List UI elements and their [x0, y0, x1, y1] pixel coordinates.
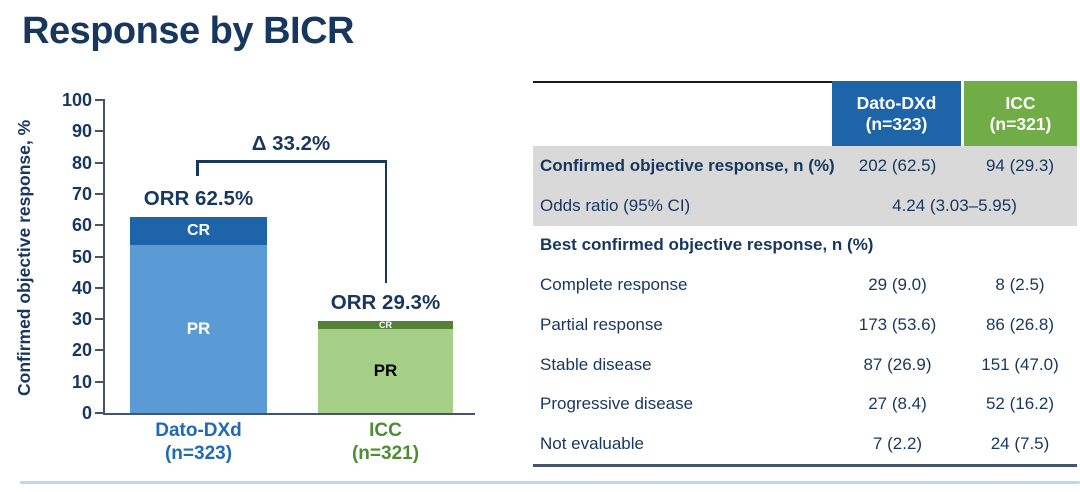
delta-label: Δ 33.2% [251, 132, 331, 155]
table-row: Not evaluable 7 (2.2) 24 (7.5) [533, 424, 1077, 464]
table-cell-dato: 173 (53.6) [858, 314, 937, 334]
table-cell-icc: 52 (16.2) [985, 394, 1055, 414]
y-tick-label: 20 [71, 340, 92, 361]
table-bottom-rule [533, 464, 1077, 467]
table-row-label: Partial response [540, 314, 663, 334]
y-tick-mark [95, 161, 103, 164]
y-tick-label: 10 [71, 371, 92, 392]
table-header-icc-line1: ICC [1005, 92, 1036, 113]
y-tick-mark [95, 255, 103, 258]
delta-bracket-right-stub [384, 160, 387, 283]
table-row-label: Best confirmed objective response, n (%) [540, 235, 874, 255]
table-row: Confirmed objective response, n (%) 202 (… [533, 146, 1077, 186]
y-tick-mark [95, 192, 103, 195]
table-row-label: Progressive disease [540, 394, 694, 414]
bar-segment-dato-pr: PR [130, 245, 267, 413]
table-row-label: Confirmed objective response, n (%) [540, 155, 835, 175]
table-cell-icc: 151 (47.0) [981, 354, 1059, 374]
table-cell-dato: 29 (9.0) [868, 275, 927, 295]
bar-segment-dato-cr: CR [130, 217, 267, 246]
table-row: Stable disease 87 (26.9) 151 (47.0) [533, 345, 1077, 385]
y-tick-mark [95, 318, 103, 321]
y-tick-label: 100 [61, 90, 92, 110]
y-tick-label: 90 [71, 121, 92, 142]
y-tick-label: 40 [71, 277, 92, 298]
table-row-label: Complete response [540, 275, 688, 295]
x-axis-line [103, 413, 475, 415]
results-table: Dato-DXd (n=323) ICC (n=321) Confirmed o… [533, 81, 1077, 467]
bar-icc: CR PR [318, 0, 453, 492]
table-row: Complete response 29 (9.0) 8 (2.5) [533, 265, 1077, 305]
y-tick-label: 70 [71, 183, 92, 204]
table-body: Confirmed objective response, n (%) 202 (… [533, 146, 1077, 464]
table-row-label: Not evaluable [540, 434, 644, 454]
table-cell-icc: 94 (29.3) [985, 155, 1055, 175]
table-header-dato: Dato-DXd (n=323) [832, 81, 961, 146]
y-axis-title: Confirmed objective response, % [14, 119, 34, 396]
table-cell-icc: 8 (2.5) [995, 275, 1045, 295]
table-row: Best confirmed objective response, n (%) [533, 226, 1077, 266]
table-header-icc-line2: (n=321) [989, 113, 1052, 134]
delta-bracket-horizontal [196, 160, 387, 163]
y-tick-label: 0 [81, 403, 92, 423]
y-tick-mark [95, 412, 103, 414]
table-cell-dato: 27 (8.4) [868, 394, 927, 414]
x-label-dato-dxd: Dato-DXd (n=323) [130, 419, 267, 465]
table-cell-dato: 7 (2.2) [872, 434, 923, 454]
y-tick-label: 60 [71, 215, 92, 236]
table-cell-icc: 24 (7.5) [990, 434, 1050, 454]
table-header-dato-line2: (n=323) [865, 113, 928, 134]
table-row-label: Odds ratio (95% CI) [540, 195, 691, 215]
table-row-span-value: 4.24 (3.03–5.95) [892, 195, 1017, 215]
x-label-icc-line2: (n=321) [351, 443, 420, 464]
x-label-dato-line2: (n=323) [164, 443, 233, 464]
y-tick-mark [95, 380, 103, 383]
bar-segment-icc-cr: CR [318, 320, 453, 330]
x-label-icc-line1: ICC [369, 420, 402, 441]
y-tick-mark [95, 286, 103, 289]
y-tick-label: 50 [71, 246, 92, 267]
table-row: Odds ratio (95% CI) 4.24 (3.03–5.95) [533, 185, 1077, 226]
y-tick-mark [95, 349, 103, 352]
table-header-dato-line1: Dato-DXd [856, 92, 937, 113]
table-top-rule [533, 81, 832, 83]
table-cell-dato: 87 (26.9) [863, 354, 932, 374]
y-tick-label: 30 [71, 309, 92, 330]
y-tick-label: 80 [71, 152, 92, 173]
bottom-accent-line [20, 481, 1080, 484]
delta-bracket-left-stub [196, 160, 199, 176]
orr-label-dato: ORR 62.5% [143, 187, 254, 211]
orr-label-icc: ORR 29.3% [330, 291, 441, 315]
table-row: Progressive disease 27 (8.4) 52 (16.2) [533, 385, 1077, 425]
y-tick-mark [95, 99, 103, 101]
x-label-icc: ICC (n=321) [318, 419, 453, 465]
table-header-row: Dato-DXd (n=323) ICC (n=321) [533, 81, 1077, 146]
table-cell-dato: 202 (62.5) [858, 155, 937, 175]
y-axis-line [103, 99, 105, 414]
table-cell-icc: 86 (26.8) [985, 314, 1055, 334]
y-tick-mark [95, 130, 103, 133]
table-row-label: Stable disease [540, 354, 652, 374]
bar-dato-dxd: CR PR [130, 0, 267, 492]
table-row: Partial response 173 (53.6) 86 (26.8) [533, 305, 1077, 345]
page-title: Response by BICR [22, 10, 354, 52]
y-tick-mark [95, 224, 103, 227]
bar-segment-icc-pr: PR [318, 329, 453, 413]
x-label-dato-line1: Dato-DXd [155, 420, 242, 441]
table-header-icc: ICC (n=321) [964, 81, 1077, 146]
